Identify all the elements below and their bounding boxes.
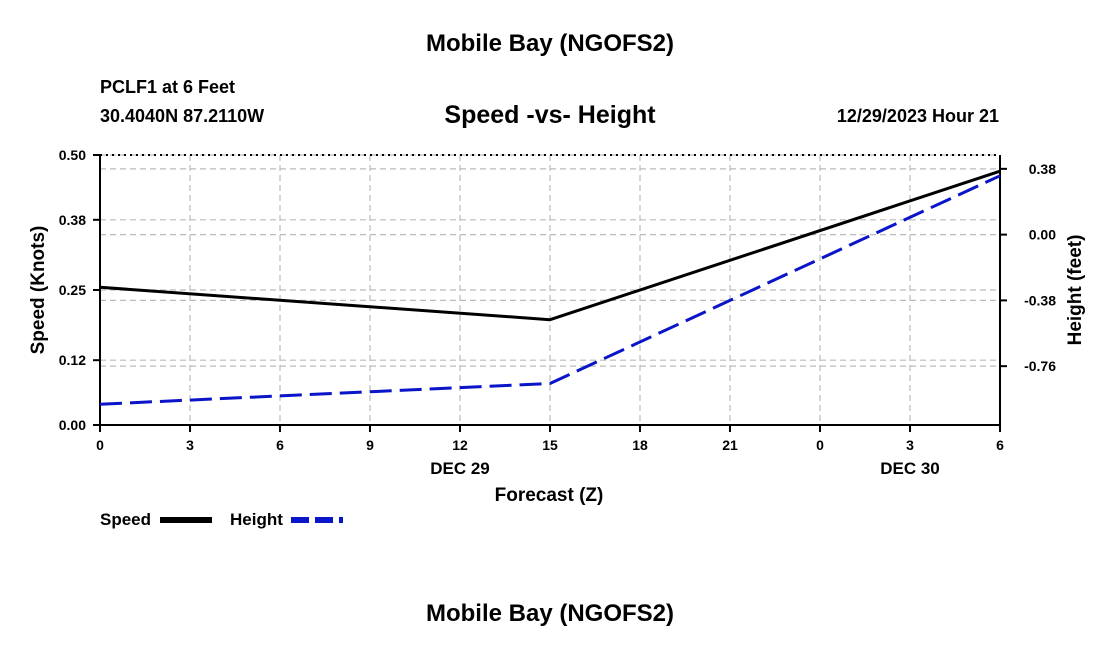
y-tick-label: 0.00 bbox=[59, 417, 86, 433]
x-date-label: DEC 29 bbox=[430, 459, 490, 478]
y-tick-label: 0.25 bbox=[59, 282, 86, 298]
x-tick-label: 0 bbox=[816, 437, 824, 453]
height-series-line bbox=[99, 174, 1001, 406]
footer-title: Mobile Bay (NGOFS2) bbox=[425, 600, 675, 627]
x-tick-label: 15 bbox=[542, 437, 558, 453]
speed-height-chart: 0 3 6 9 12 15 18 21 0 3 6 DEC 29 DEC 30 0.00 0.12 0.25 0… bbox=[28, 147, 1086, 529]
x-tick-label: 12 bbox=[452, 437, 468, 453]
chart-title: Speed -vs- Height bbox=[444, 101, 656, 129]
x-tick-label: 18 bbox=[632, 437, 648, 453]
x-tick-label: 6 bbox=[276, 437, 284, 453]
page-title: Mobile Bay (NGOFS2) bbox=[425, 30, 675, 57]
y-tick-label: 0.38 bbox=[59, 212, 86, 228]
legend-label-speed: Speed bbox=[100, 510, 151, 529]
y-axis-label: Speed (Knots) bbox=[28, 226, 49, 355]
x-tick-label: 0 bbox=[96, 437, 104, 453]
station-label: PCLF1 at 6 Feet bbox=[100, 77, 236, 97]
x-tick-label: 9 bbox=[366, 437, 374, 453]
station-coordinates: 30.4040N 87.2110W bbox=[100, 106, 265, 126]
x-date-label: DEC 30 bbox=[880, 459, 940, 478]
y2-tick-label: -0.38 bbox=[1024, 292, 1056, 308]
x-axis-label: Forecast (Z) bbox=[495, 485, 604, 506]
forecast-datetime: 12/29/2023 Hour 21 bbox=[836, 106, 999, 126]
legend-label-height: Height bbox=[230, 510, 283, 529]
x-tick-label: 21 bbox=[722, 437, 738, 453]
y2-tick-label: -0.76 bbox=[1024, 358, 1056, 374]
speed-series-line bbox=[99, 169, 1001, 322]
y2-axis-label: Height (feet) bbox=[1065, 235, 1086, 346]
legend: Speed Height bbox=[100, 510, 343, 529]
y-tick-label: 0.12 bbox=[59, 352, 86, 368]
x-tick-label: 6 bbox=[996, 437, 1004, 453]
y-tick-label: 0.50 bbox=[59, 147, 86, 163]
x-tick-label: 3 bbox=[186, 437, 194, 453]
x-tick-label: 3 bbox=[906, 437, 914, 453]
y2-tick-label: 0.38 bbox=[1029, 161, 1056, 177]
y2-tick-label: 0.00 bbox=[1029, 227, 1056, 243]
